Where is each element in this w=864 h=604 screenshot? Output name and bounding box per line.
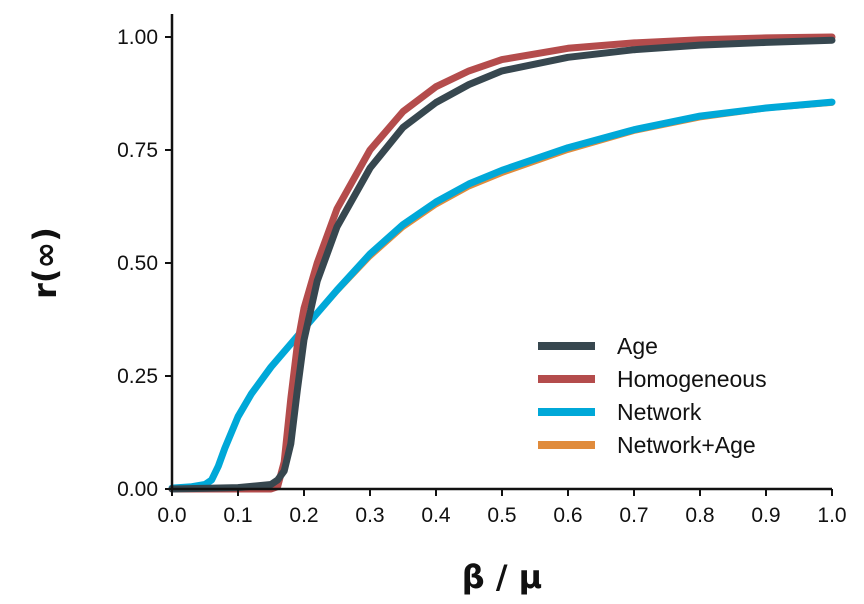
x-tick-label: 1.0: [817, 504, 846, 527]
series-line-network: [168, 98, 836, 492]
y-tick-label: 1.00: [117, 26, 158, 49]
y-tick-label: 0.00: [117, 478, 158, 501]
legend-item: Age: [538, 333, 658, 359]
x-tick-label: 0.3: [355, 504, 384, 527]
x-tick-label: 0.0: [157, 504, 186, 527]
x-tick-label: 0.4: [421, 504, 451, 527]
x-tick-label: 0.9: [751, 504, 780, 527]
x-axis-ticks: 0.0 0.1 0.2 0.3 0.4 0.5 0.6 0.7 0.8 0.9 1.0: [157, 489, 847, 527]
x-tick-label: 0.5: [487, 504, 516, 527]
series-line-homogeneous: [168, 33, 836, 493]
legend-item: Homogeneous: [538, 366, 767, 392]
axes-layer: 0.0 0.1 0.2 0.3 0.4 0.5 0.6 0.7 0.8 0.9 1.0 0.000.…: [117, 14, 847, 527]
y-tick-label: 0.25: [117, 365, 158, 388]
legend-item: Network+Age: [538, 432, 756, 458]
series-line-network-age: [170, 101, 834, 491]
x-tick-label: 0.6: [553, 504, 582, 527]
x-tick-label: 0.7: [619, 504, 648, 527]
legend-item: Network: [538, 399, 702, 425]
legend: Age Homogeneous Network Network+Age: [538, 333, 767, 458]
legend-label: Homogeneous: [617, 366, 767, 392]
y-tick-label: 0.75: [117, 139, 158, 162]
legend-label: Network: [617, 399, 702, 425]
x-tick-label: 0.2: [289, 504, 318, 527]
y-tick-label: 0.50: [117, 252, 158, 275]
legend-label: Age: [617, 333, 658, 359]
series-line-age: [168, 36, 836, 493]
y-axis-ticks: 0.00 0.25 0.50 0.75 1.00: [117, 26, 172, 501]
x-tick-label: 0.8: [685, 504, 714, 527]
legend-label: Network+Age: [617, 432, 756, 458]
x-tick-label: 0.1: [223, 504, 252, 527]
y-axis-label: r(∞): [26, 227, 64, 299]
series-layer: [168, 33, 836, 493]
x-axis-label: β / μ: [462, 558, 542, 596]
